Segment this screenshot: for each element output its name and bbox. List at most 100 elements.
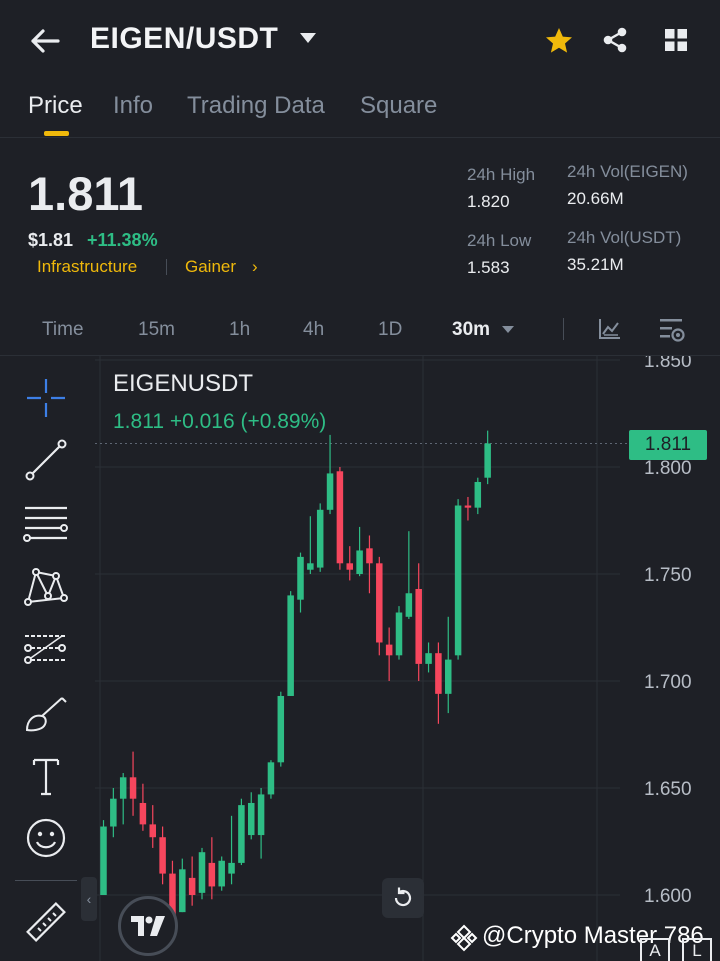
timeframe-30m[interactable]: 30m (452, 319, 491, 340)
timeframe-4h[interactable]: 4h (303, 319, 325, 340)
candle-body (484, 443, 491, 478)
candle (474, 477, 482, 515)
y-tick-label: 1.650 (644, 779, 692, 800)
grid-icon[interactable] (664, 28, 688, 52)
candle (287, 591, 294, 696)
candle (376, 556, 383, 656)
candle (198, 847, 206, 900)
reset-chart-button[interactable] (382, 878, 424, 918)
tab-trading-data[interactable]: Trading Data (187, 92, 325, 119)
current-price-label: 1.811 (629, 430, 707, 460)
chevron-right-icon[interactable]: › (252, 257, 258, 276)
chevron-down-icon[interactable] (502, 326, 514, 333)
timeframe-time[interactable]: Time (42, 319, 84, 340)
candle-body (425, 653, 432, 664)
candle (385, 627, 393, 681)
stat-vol-quote-label: 24h Vol(USDT) (567, 228, 682, 247)
arrow-left-icon[interactable] (28, 26, 62, 56)
chart-settings-icon[interactable] (658, 316, 686, 344)
tradingview-logo (118, 896, 178, 956)
header-bar: EIGEN/USDT (0, 0, 720, 82)
candle (277, 691, 285, 767)
auto-scale-button[interactable]: A (640, 938, 670, 961)
tab-info[interactable]: Info (113, 92, 154, 119)
tag-gainer[interactable]: Gainer (185, 257, 237, 276)
candle-body (129, 777, 137, 799)
pair-title[interactable]: EIGEN/USDT (90, 22, 279, 55)
y-tick-label: 1.600 (644, 886, 692, 907)
timeframe-15m[interactable]: 15m (138, 319, 175, 340)
candle-body (297, 556, 304, 600)
tab-bar: Price Info Trading Data Square (0, 88, 720, 138)
collapse-toolbar-button[interactable]: ‹ (81, 877, 97, 921)
crosshair-icon[interactable] (22, 374, 70, 422)
timeframe-1h[interactable]: 1h (229, 319, 251, 340)
candle-body (159, 837, 166, 874)
candle (415, 563, 422, 681)
tab-price[interactable]: Price (28, 92, 83, 119)
chart-grid (95, 356, 630, 961)
candle (208, 837, 216, 900)
candle (188, 856, 196, 906)
ruler-icon[interactable] (22, 898, 70, 946)
text-icon[interactable] (22, 752, 70, 800)
candle (218, 856, 225, 891)
candle-body (248, 802, 255, 836)
tag-infrastructure[interactable]: Infrastructure (37, 257, 138, 276)
candle (405, 531, 413, 619)
trendline-icon[interactable] (22, 436, 70, 484)
candle-body (405, 593, 413, 617)
candle-body (277, 695, 285, 763)
fib-icon[interactable] (22, 626, 70, 674)
stat-high-value: 1.820 (467, 192, 510, 211)
stat-low-value: 1.583 (467, 258, 510, 277)
toolbar-separator (15, 880, 77, 881)
candle-body (208, 862, 216, 887)
candle (297, 552, 304, 613)
candle-body (188, 877, 196, 895)
candle-body (198, 852, 206, 893)
star-icon[interactable] (544, 26, 574, 56)
candle-body (110, 798, 117, 827)
pattern-icon[interactable] (22, 562, 70, 610)
candle (267, 760, 275, 799)
candle-body (415, 588, 422, 664)
chart-legend: 1.811 +0.016 (+0.89%) (113, 410, 327, 433)
candle-body (454, 505, 462, 656)
candlestick-chart[interactable]: 1.850 1.800 1.750 1.700 1.650 1.600 (95, 356, 720, 961)
candle-body (395, 612, 403, 656)
y-tick-label: 1.700 (644, 672, 692, 693)
candle-body (307, 563, 314, 570)
chart-symbol: EIGENUSDT (113, 370, 254, 397)
tab-square[interactable]: Square (360, 92, 438, 119)
candle (119, 773, 127, 825)
log-scale-button[interactable]: L (682, 938, 712, 961)
brush-icon[interactable] (22, 690, 70, 738)
price-axis: 1.850 1.800 1.750 1.700 1.650 1.600 (644, 356, 692, 907)
emoji-icon[interactable] (22, 814, 70, 862)
indicator-icon[interactable] (598, 317, 622, 341)
candle-body (218, 860, 225, 887)
candle-body (326, 473, 334, 510)
timeframe-1d[interactable]: 1D (378, 319, 403, 340)
candle (248, 792, 255, 840)
candle (159, 826, 166, 885)
stat-high-label: 24h High (467, 165, 536, 184)
last-price: 1.811 (28, 167, 144, 220)
tradingview-icon (131, 916, 165, 936)
reset-icon (394, 887, 412, 907)
usd-price: $1.81 (28, 230, 74, 250)
y-tick-label: 1.800 (644, 458, 692, 479)
stat-low-label: 24h Low (467, 231, 532, 250)
chevron-down-icon[interactable] (300, 33, 316, 43)
candle-body (445, 659, 452, 694)
candle-body (179, 869, 186, 913)
drawing-toolbar (0, 360, 95, 961)
horizontal-lines-icon[interactable] (22, 500, 70, 548)
candle (316, 503, 324, 572)
candle-body (100, 826, 107, 895)
candle (336, 467, 344, 570)
binance-logo-icon (450, 924, 478, 952)
share-icon[interactable] (601, 26, 629, 54)
candle (100, 820, 107, 895)
